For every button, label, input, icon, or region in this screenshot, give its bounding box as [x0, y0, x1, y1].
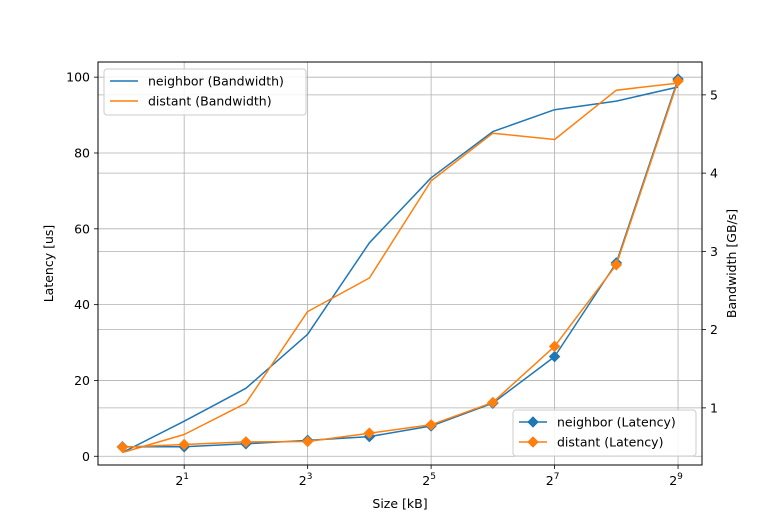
x-tick-label: 27 [546, 472, 560, 488]
plot-frame [97, 61, 703, 466]
y-axis-right-label: Bandwidth [GB/s] [724, 209, 739, 318]
legend-entry: neighbor (Bandwidth) [148, 74, 284, 89]
data-point [363, 427, 376, 440]
y-left-tick-label: 60 [74, 221, 90, 236]
grid [98, 62, 702, 465]
y-right-tick-label: 3 [710, 244, 718, 259]
x-tick-label: 21 [175, 472, 189, 488]
x-axis-label: Size [kB] [372, 496, 427, 511]
data-point [672, 75, 684, 87]
series-line-3 [122, 80, 679, 448]
data-point [116, 441, 129, 454]
y-left-tick-label: 80 [74, 145, 90, 160]
data-point [486, 396, 499, 409]
series-line-2 [122, 78, 679, 448]
legend-marker [527, 436, 539, 448]
legends: neighbor (Bandwidth) distant (Bandwidth) n… [103, 68, 697, 457]
legend-entry: neighbor (Latency) [557, 415, 676, 430]
legend-marker [527, 416, 539, 428]
x-tick-label: 23 [299, 472, 313, 488]
y-left-tick-label: 40 [74, 297, 90, 312]
y-right-tick-label: 5 [710, 87, 718, 102]
y-left-tick-label: 0 [82, 449, 90, 464]
data-point [301, 435, 314, 448]
series-layer [116, 73, 684, 454]
series-line-0 [122, 86, 679, 454]
data-point [425, 418, 437, 431]
data-point [178, 438, 191, 451]
data-point [240, 436, 252, 448]
y-left-tick-label: 20 [74, 373, 90, 388]
y-right-tick-label: 1 [710, 400, 718, 415]
data-point [548, 350, 561, 363]
y-axis-left-label: Latency [us] [41, 225, 56, 303]
y-left-tick-label: 100 [66, 70, 90, 85]
legend-box [512, 409, 697, 457]
series-line-1 [122, 82, 679, 454]
legend-entry: distant (Bandwidth) [148, 94, 272, 109]
legend-entry: distant (Latency) [557, 435, 663, 450]
y-right-tick-label: 2 [710, 322, 718, 337]
x-tick-label: 29 [669, 472, 683, 488]
legend-box [103, 68, 307, 116]
y-right-tick-label: 4 [710, 166, 718, 181]
data-point [548, 340, 561, 353]
data-point [610, 258, 623, 271]
x-tick-label: 25 [422, 472, 436, 488]
